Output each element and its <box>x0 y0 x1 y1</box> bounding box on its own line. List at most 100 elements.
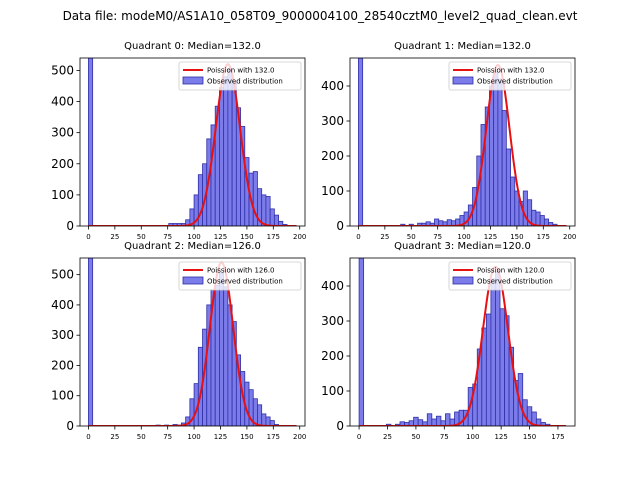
legend-box <box>178 261 302 291</box>
poisson-fit-line <box>88 63 297 226</box>
histogram-bar <box>431 418 437 426</box>
x-tick-label: 25 <box>110 433 119 441</box>
subplot-quadrant-3: Quadrant 3: Median=120.0 0 100 200 300 400 0 25… <box>321 241 576 441</box>
histogram-bar <box>495 271 501 426</box>
y-tick-label: 100 <box>321 384 344 398</box>
x-tick-label: 100 <box>457 233 470 241</box>
y-tick-label: 0 <box>66 419 74 433</box>
legend-bar-swatch <box>452 76 474 85</box>
legend-label-observed: Observed distribution <box>477 278 553 286</box>
y-tick-label: 100 <box>51 188 74 202</box>
histogram-bar <box>261 413 267 426</box>
x-tick-label: 150 <box>510 233 523 241</box>
y-tick-label: 300 <box>51 126 74 140</box>
x-tick-label: 200 <box>563 233 576 241</box>
x-tick-label: 50 <box>137 233 146 241</box>
x-tick-label: 125 <box>214 233 227 241</box>
y-tick-label: 500 <box>51 63 74 77</box>
subplot-quadrant-0: Quadrant 0: Median=132.00100200300400500… <box>51 41 306 241</box>
legend-label-fit: Poission with 126.0 <box>207 267 275 275</box>
subplot-title: Quadrant 2: Median=126.0 <box>124 241 261 252</box>
y-tick-label: 0 <box>336 419 344 433</box>
x-tick-label: 175 <box>267 433 280 441</box>
y-tick-label: 500 <box>51 268 74 282</box>
histogram-bar <box>485 313 492 426</box>
histogram-bar <box>227 68 233 226</box>
x-tick-label: 0 <box>357 433 361 441</box>
histogram-bar <box>543 218 549 226</box>
histogram-bar <box>501 110 507 226</box>
legend-label-observed: Observed distribution <box>477 78 553 86</box>
x-tick-label: 125 <box>484 233 497 241</box>
x-tick-label: 150 <box>523 433 536 441</box>
x-tick-label: 125 <box>214 433 227 441</box>
histogram-bar <box>493 71 499 226</box>
x-tick-label: 75 <box>163 433 172 441</box>
y-tick-label: 400 <box>51 95 74 109</box>
histogram-bars <box>358 58 558 226</box>
legend: Poission with 132.0 Observed distribution <box>178 61 302 91</box>
subplot-title: Quadrant 1: Median=132.0 <box>394 41 531 52</box>
y-tick-label: 0 <box>66 219 74 233</box>
x-tick-label: 150 <box>240 233 253 241</box>
y-tick-label: 400 <box>51 298 74 312</box>
x-tick-label: 0 <box>86 233 90 241</box>
histogram-bar <box>539 215 545 226</box>
y-tick-label: 100 <box>321 184 344 198</box>
histogram-bar <box>223 76 229 226</box>
legend-box <box>448 261 572 291</box>
histogram-bar <box>499 308 505 426</box>
histogram-bar <box>223 286 229 426</box>
histogram-bar <box>269 208 275 226</box>
subplot-quadrant-2: Quadrant 2: Median=126.00100200300400500… <box>51 241 306 441</box>
y-tick-label: 400 <box>321 279 344 293</box>
histogram-bar <box>219 272 225 426</box>
y-tick-label: 100 <box>51 389 74 403</box>
histogram-bar <box>219 87 225 226</box>
x-tick-label: 25 <box>380 233 389 241</box>
x-tick-label: 125 <box>494 433 507 441</box>
axes-frame <box>349 257 576 427</box>
legend: Poission with 132.0 Observed distribution <box>448 61 572 91</box>
histogram-bar <box>435 415 442 426</box>
x-tick-label: 175 <box>551 433 564 441</box>
x-tick-label: 25 <box>110 233 119 241</box>
x-tick-label: 75 <box>433 233 442 241</box>
poisson-fit-line <box>359 265 566 426</box>
histogram-bar <box>489 85 495 226</box>
y-tick-label: 200 <box>51 157 74 171</box>
x-tick-label: 200 <box>293 233 306 241</box>
y-tick-label: 300 <box>321 114 344 128</box>
histogram-bar <box>273 214 279 226</box>
x-tick-label: 175 <box>537 233 550 241</box>
histogram-bar <box>214 284 220 426</box>
legend-label-fit: Poission with 132.0 <box>207 67 275 75</box>
histogram-bar <box>358 58 364 226</box>
legend-label-fit: Poission with 120.0 <box>477 267 545 275</box>
x-tick-label: 0 <box>356 233 360 241</box>
histogram-bar <box>88 258 94 426</box>
x-tick-label: 175 <box>267 233 280 241</box>
subplot-quadrant-1: Quadrant 1: Median=132.0 0 100 200 300 400 0 25… <box>321 41 576 241</box>
x-tick-label: 150 <box>240 433 253 441</box>
histogram-bar <box>481 327 487 426</box>
subplot-title: Quadrant 0: Median=132.0 <box>124 41 261 52</box>
y-tick-label: 400 <box>321 79 344 93</box>
legend-box <box>178 61 302 91</box>
legend-label-fit: Poission with 132.0 <box>477 67 545 75</box>
histogram-bar <box>269 420 275 426</box>
legend-bar-swatch <box>452 276 474 285</box>
histogram-bar <box>510 176 516 226</box>
x-tick-label: 100 <box>187 433 200 441</box>
legend-box <box>448 61 572 91</box>
histogram-bar <box>426 413 433 426</box>
legend-label-observed: Observed distribution <box>207 278 283 286</box>
histogram-bar <box>497 78 503 226</box>
y-tick-label: 200 <box>321 149 344 163</box>
histogram-bar <box>434 218 440 226</box>
histogram-bar <box>88 58 94 226</box>
y-tick-label: 200 <box>321 349 344 363</box>
y-tick-label: 0 <box>336 219 344 233</box>
histogram-bar <box>261 194 267 226</box>
